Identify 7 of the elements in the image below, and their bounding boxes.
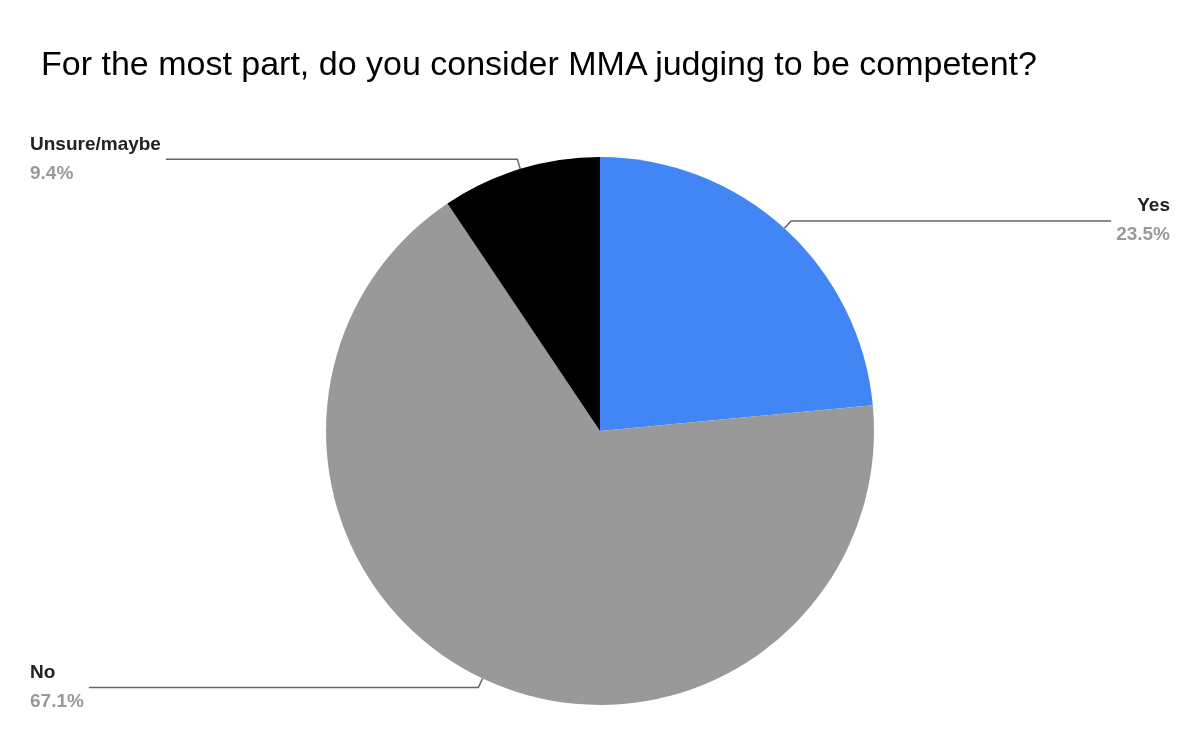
slice-label: Unsure/maybe: [30, 132, 161, 154]
slice-label: Yes: [1137, 194, 1170, 216]
data-label: 9.4%: [30, 161, 74, 183]
data-label: 23.5%: [1116, 223, 1171, 245]
chart-title: For the most part, do you consider MMA judging to be competent?: [41, 44, 1037, 82]
data-label: 67.1%: [30, 690, 84, 712]
slice-label: No: [30, 661, 56, 683]
